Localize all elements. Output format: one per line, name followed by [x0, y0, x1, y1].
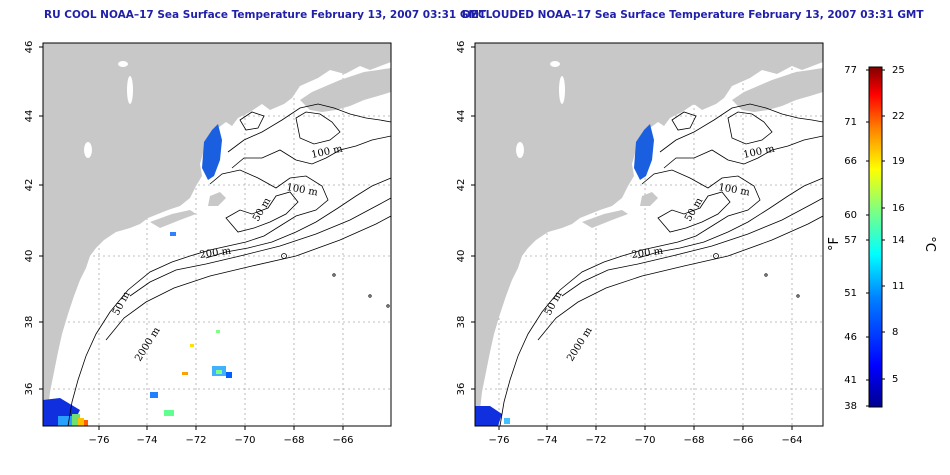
celsius-tick-label: 16	[892, 203, 905, 214]
celsius-tick-label: 14	[892, 235, 905, 246]
y-tick-label: 40	[24, 250, 35, 263]
y-tick-label: 42	[456, 179, 467, 192]
left-map-axes: −76 −74 −72 −70 −68 −66 36 38 40 42 44 46	[24, 41, 354, 446]
fahrenheit-tick-label: 60	[844, 210, 857, 221]
y-tick-label: 46	[456, 41, 467, 54]
celsius-tick-label: 5	[892, 374, 898, 385]
cape-cod-land	[208, 192, 226, 206]
y-tick-label: 38	[24, 316, 35, 329]
celsius-tick-label: 19	[892, 156, 905, 167]
fahrenheit-unit-label: °F	[827, 237, 842, 251]
sst-patch-chesapeake	[475, 406, 502, 426]
bathymetry-contours	[67, 103, 392, 427]
contour-label-200m: 200 m	[199, 246, 232, 261]
y-tick-label: 36	[456, 383, 467, 396]
fahrenheit-tick-label: 71	[844, 117, 857, 128]
long-island-land	[150, 210, 196, 228]
left-sst-map: 100 m 100 m 50 m 200 m 50 m 2000 m	[42, 42, 392, 427]
x-tick-label: −64	[781, 435, 802, 446]
x-tick-label: −72	[185, 435, 206, 446]
x-tick-label: −76	[488, 435, 509, 446]
x-tick-label: −72	[585, 435, 606, 446]
fahrenheit-tick-label: 57	[844, 235, 857, 246]
land-mass	[43, 43, 391, 426]
bathymetry-contours	[499, 103, 824, 427]
nova-scotia-land	[300, 68, 391, 112]
celsius-tick-label: 8	[892, 327, 898, 338]
sst-patch-gulf-of-maine	[634, 124, 654, 180]
fahrenheit-tick-label: 46	[844, 332, 857, 343]
fahrenheit-tick-label: 77	[844, 65, 857, 76]
x-tick-label: −74	[536, 435, 557, 446]
y-tick-label: 36	[24, 383, 35, 396]
sst-patch-gulf-of-maine	[202, 124, 222, 180]
celsius-tick-label: 11	[892, 281, 905, 292]
x-tick-label: −68	[683, 435, 704, 446]
y-tick-label: 38	[456, 316, 467, 329]
fahrenheit-tick-label: 41	[844, 375, 857, 386]
celsius-tick-label: 22	[892, 111, 905, 122]
x-tick-label: −70	[234, 435, 255, 446]
fahrenheit-tick-label: 38	[844, 401, 857, 412]
y-tick-label: 46	[24, 41, 35, 54]
x-tick-label: −66	[732, 435, 753, 446]
x-tick-label: −70	[634, 435, 655, 446]
left-map-title: RU COOL NOAA–17 Sea Surface Temperature …	[44, 9, 487, 21]
right-map-title: DECLOUDED NOAA–17 Sea Surface Temperatur…	[462, 9, 924, 21]
temperature-colorbar: 77 71 66 60 57 51 46 41 38 25 22 19 16 14 11 8 5	[844, 65, 904, 412]
fahrenheit-tick-label: 51	[844, 288, 857, 299]
graticule	[475, 43, 823, 426]
x-tick-label: −76	[88, 435, 109, 446]
fahrenheit-tick-label: 66	[844, 156, 857, 167]
contour-label-200m: 200 m	[631, 246, 664, 261]
right-map-axes: −76 −74 −72 −70 −68 −66 −64 36 38 40 42 44 46	[456, 41, 803, 446]
land-mass	[475, 43, 823, 426]
y-tick-label: 44	[24, 110, 35, 123]
x-tick-label: −74	[136, 435, 157, 446]
celsius-tick-label: 25	[892, 65, 905, 76]
y-tick-label: 40	[456, 250, 467, 263]
y-tick-label: 44	[456, 110, 467, 123]
right-sst-map: 100 m 100 m 50 m 200 m 50 m 2000 m	[474, 42, 824, 427]
sst-scatter-offshore	[150, 232, 232, 416]
celsius-unit-label: °C	[922, 236, 937, 252]
y-tick-label: 42	[24, 179, 35, 192]
x-tick-label: −68	[283, 435, 304, 446]
x-tick-label: −66	[332, 435, 353, 446]
long-island-land	[582, 210, 628, 228]
cape-cod-land	[640, 192, 658, 206]
nova-scotia-land	[732, 68, 823, 112]
